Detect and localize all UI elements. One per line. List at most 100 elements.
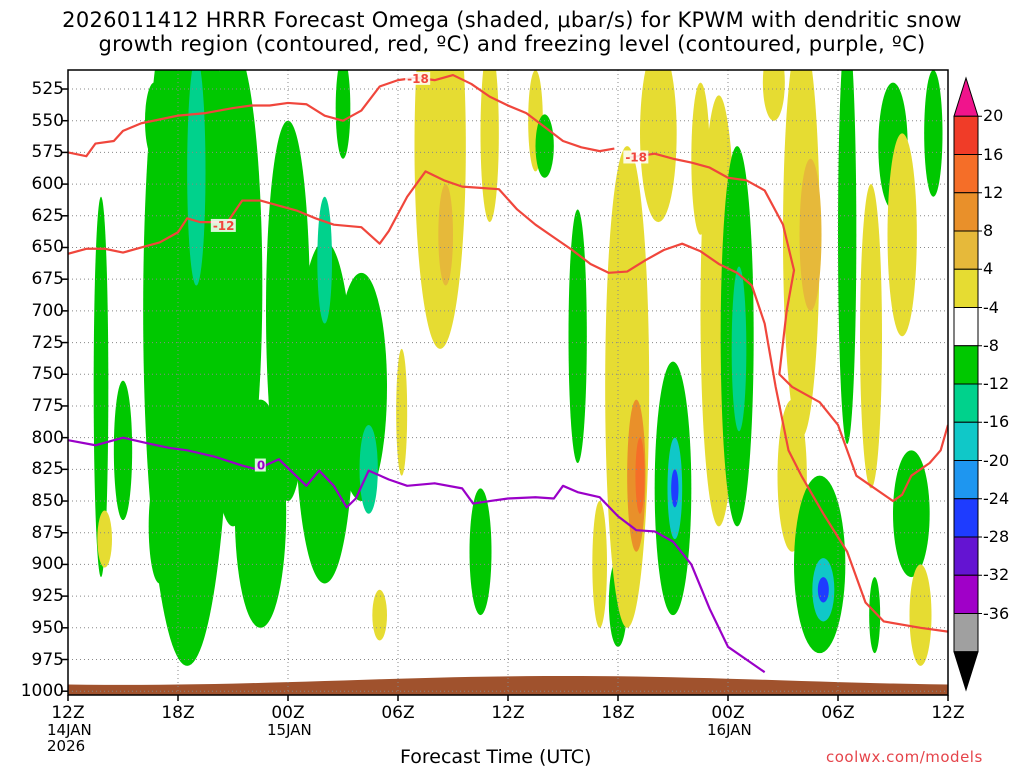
colorbar-bin-5 — [953, 268, 979, 308]
colorbar-bin-13 — [953, 574, 979, 614]
contour-line-2 — [68, 170, 948, 633]
colorbar-label-1: 16 — [983, 144, 1004, 164]
omega-region-44 — [817, 577, 829, 603]
x-axis-title: Forecast Time (UTC) — [400, 746, 592, 768]
omega-region-51 — [909, 564, 932, 666]
y-tick-label-850: 850 — [31, 491, 64, 512]
omega-region-29 — [635, 437, 645, 514]
colorbar-bin-3 — [953, 192, 979, 232]
omega-region-37 — [731, 266, 747, 432]
omega-region-23 — [535, 114, 554, 178]
y-tick-label-925: 925 — [31, 586, 64, 607]
contour-lines: -18 -18 -12 0 — [68, 71, 948, 674]
omega-region-8 — [203, 70, 263, 527]
y-tick-label-625: 625 — [31, 205, 64, 226]
axis-ticks — [62, 88, 949, 701]
colorbar-label-11: -28 — [983, 527, 1010, 546]
omega-region-7 — [187, 70, 206, 286]
y-tick-label-775: 775 — [31, 395, 64, 416]
y-tick-label-750: 750 — [31, 364, 64, 385]
colorbar-bin-6 — [953, 307, 979, 347]
contour-label-0: -18 — [407, 72, 429, 86]
omega-region-38 — [762, 70, 785, 121]
omega-region-0 — [93, 196, 109, 578]
omega-region-30 — [640, 70, 677, 223]
y-tick-label-1000: 1000 — [20, 681, 64, 702]
y-tick-label-725: 725 — [31, 332, 64, 353]
x-year-label: 2026 — [47, 737, 86, 755]
x-tick-label-4: 12Z — [491, 703, 525, 723]
colorbar-bin-2 — [953, 154, 979, 194]
x-tick-label-7: 06Z — [821, 703, 855, 723]
x-tick-label-5: 18Z — [601, 703, 635, 723]
colorbar-label-2: 12 — [983, 182, 1004, 202]
x-date-14jan: 14JAN — [47, 721, 92, 739]
contour-label-3: 0 — [257, 459, 265, 473]
x-tick-label-8: 12Z — [931, 703, 965, 723]
colorbar-label-13: -36 — [983, 603, 1010, 623]
x-date-16jan: 16JAN — [707, 721, 752, 739]
omega-region-11 — [295, 241, 354, 584]
colorbar — [953, 76, 982, 692]
y-tick-label-700: 700 — [31, 300, 64, 321]
contour-label-bg-0 — [405, 71, 431, 85]
omega-region-1 — [97, 510, 112, 568]
colorbar-label-12: -32 — [983, 565, 1010, 585]
y-tick-label-575: 575 — [31, 142, 64, 163]
credit-text: coolwx.com/models — [826, 748, 983, 766]
chart-title-line1: 2026011412 HRRR Forecast Omega (shaded, … — [62, 8, 962, 32]
colorbar-bin-1 — [953, 115, 979, 155]
y-tick-label-875: 875 — [31, 522, 64, 543]
omega-region-16 — [372, 589, 387, 641]
omega-region-20 — [469, 488, 492, 616]
x-tick-label-6: 00Z — [711, 703, 745, 723]
colorbar-bin-7 — [953, 345, 979, 385]
x-tick-label-3: 06Z — [381, 703, 415, 723]
omega-region-27 — [605, 146, 650, 628]
colorbar-label-8: -16 — [983, 412, 1010, 432]
colorbar-bottom-triangle — [953, 651, 979, 692]
omega-region-45 — [838, 70, 857, 444]
colorbar-label-7: -12 — [983, 374, 1010, 393]
contour-line-3 — [68, 436, 766, 674]
omega-region-13 — [335, 70, 351, 159]
omega-region-46 — [860, 184, 882, 489]
colorbar-bin-4 — [953, 230, 979, 270]
y-tick-label-975: 975 — [31, 649, 64, 670]
contour-line-1 — [628, 152, 948, 503]
omega-region-41 — [799, 158, 822, 311]
colorbar-label-0: 20 — [983, 106, 1004, 126]
colorbar-label-6: -8 — [983, 335, 999, 355]
y-tick-label-650: 650 — [31, 237, 64, 258]
omega-region-24 — [568, 209, 587, 464]
colorbar-bin-12 — [953, 536, 979, 576]
colorbar-top-triangle — [953, 76, 979, 117]
omega-shading — [93, 70, 943, 666]
contour-label-bg-3 — [254, 458, 266, 472]
colorbar-bin-11 — [953, 498, 979, 538]
colorbar-label-10: -24 — [983, 488, 1010, 508]
x-tick-label-1: 18Z — [161, 703, 195, 723]
contour-label-bg-1 — [623, 150, 649, 164]
y-tick-label-800: 800 — [31, 427, 64, 448]
contour-label-1: -18 — [625, 150, 647, 164]
y-tick-label-550: 550 — [31, 110, 64, 131]
y-tick-label-950: 950 — [31, 617, 64, 638]
omega-region-2 — [113, 380, 133, 521]
colorbar-bin-10 — [953, 460, 979, 500]
colorbar-label-5: -4 — [983, 297, 999, 317]
y-tick-label-675: 675 — [31, 269, 64, 290]
omega-region-17 — [396, 348, 408, 476]
colorbar-label-4: 4 — [983, 259, 994, 279]
omega-region-9 — [234, 399, 287, 628]
omega-region-33 — [671, 469, 679, 508]
colorbar-bin-14 — [953, 613, 979, 653]
x-tick-label-2: 00Z — [271, 703, 305, 723]
omega-region-21 — [480, 70, 499, 223]
omega-region-50 — [893, 450, 930, 578]
contour-line-0 — [68, 73, 615, 158]
y-tick-label-600: 600 — [31, 174, 64, 195]
chart-title-line2: growth region (contoured, red, ºC) and f… — [98, 32, 926, 56]
x-tick-label-0: 12Z — [51, 703, 85, 723]
y-tick-label-900: 900 — [31, 554, 64, 575]
